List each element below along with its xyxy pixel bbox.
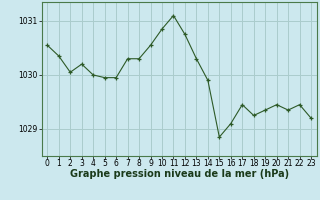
X-axis label: Graphe pression niveau de la mer (hPa): Graphe pression niveau de la mer (hPa) <box>70 169 289 179</box>
